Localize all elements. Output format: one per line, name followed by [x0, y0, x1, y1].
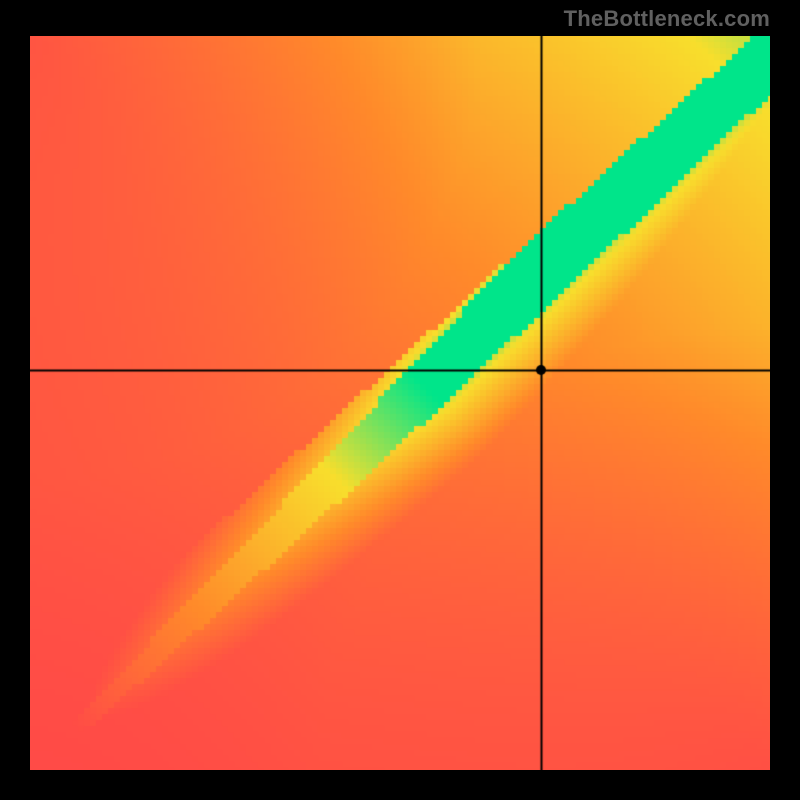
bottleneck-heatmap [30, 36, 770, 770]
attribution-label: TheBottleneck.com [564, 6, 770, 32]
plot-area [30, 36, 770, 770]
chart-container: TheBottleneck.com [0, 0, 800, 800]
